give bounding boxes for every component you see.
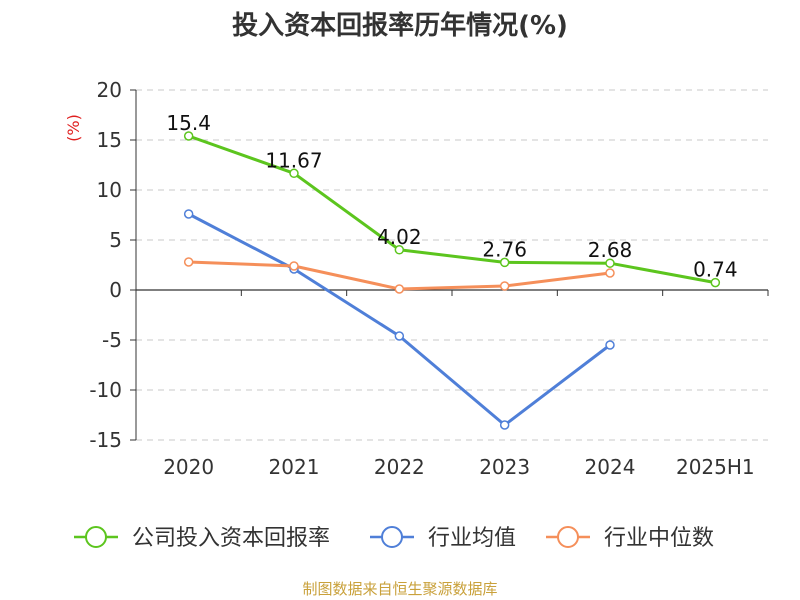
- y-axis-label: (%): [64, 114, 83, 142]
- legend-marker: [381, 526, 403, 548]
- data-point: [183, 257, 194, 267]
- data-label: 2.68: [588, 238, 633, 262]
- legend-label: 行业中位数: [604, 526, 714, 551]
- legend-item[interactable]: 行业中位数: [546, 526, 714, 551]
- y-tick-label: 0: [109, 278, 122, 302]
- legend-marker: [557, 526, 579, 548]
- series-layer: [183, 131, 721, 430]
- axes: 20 15 10 5 0 -5 -10 -15 2020 2021 2022 2023 2024 2025…: [89, 78, 769, 479]
- data-point: [183, 209, 194, 219]
- legend[interactable]: 公司投入资本回报率 行业均值 行业中位数: [74, 526, 714, 551]
- source-note: 制图数据来自恒生聚源数据库: [302, 580, 497, 598]
- y-tick-label: 5: [109, 228, 122, 252]
- y-tick-label: -5: [102, 328, 122, 352]
- data-label: 2.76: [482, 237, 527, 261]
- data-labels: 15.4 11.67 4.02 2.76 2.68 0.74: [166, 111, 737, 282]
- legend-item[interactable]: 行业均值: [370, 526, 516, 551]
- legend-item[interactable]: 公司投入资本回报率: [74, 526, 330, 551]
- y-tick-label: 20: [97, 78, 122, 102]
- x-tick-label: 2023: [479, 455, 530, 479]
- data-label: 11.67: [265, 148, 322, 172]
- y-tick-label: 10: [97, 178, 122, 202]
- data-point: [289, 261, 299, 271]
- data-label: 15.4: [166, 111, 211, 135]
- data-point: [183, 131, 194, 141]
- data-point: [394, 331, 405, 341]
- y-tick-label: -10: [89, 378, 122, 402]
- data-point: [605, 258, 615, 268]
- data-point: [394, 284, 405, 294]
- series-line: [188, 134, 716, 285]
- legend-marker: [85, 526, 107, 548]
- data-point: [499, 281, 510, 291]
- data-point: [499, 420, 510, 430]
- x-tick-label: 2021: [269, 455, 320, 479]
- data-point: [605, 340, 615, 350]
- data-point: [394, 245, 405, 255]
- x-tick-label: 2024: [585, 455, 636, 479]
- data-point: [710, 277, 721, 288]
- data-point: [499, 257, 510, 268]
- data-label: 0.74: [693, 258, 738, 282]
- y-tick-label: 15: [97, 128, 122, 152]
- x-tick-label: 2022: [374, 455, 425, 479]
- x-tick-label: 2020: [163, 455, 214, 479]
- data-point: [289, 168, 299, 179]
- chart-title: 投入资本回报率历年情况(%): [232, 10, 568, 41]
- data-label: 4.02: [377, 225, 422, 249]
- data-point: [605, 268, 615, 278]
- x-tick-label: 2025H1: [676, 455, 755, 479]
- legend-label: 行业均值: [428, 526, 516, 551]
- y-tick-label: -15: [89, 428, 122, 452]
- legend-label: 公司投入资本回报率: [132, 526, 330, 551]
